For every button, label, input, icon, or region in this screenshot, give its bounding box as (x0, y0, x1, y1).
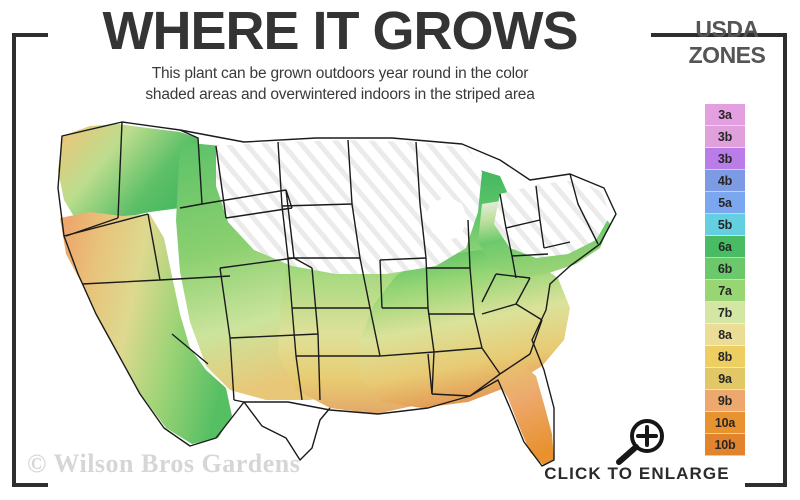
legend-title-line-1: USDA (695, 16, 759, 42)
subtitle-line-1: This plant can be grown outdoors year ro… (151, 65, 529, 82)
legend-swatch-8a-10: 8a (705, 324, 745, 346)
legend-swatch-3b-1: 3b (705, 126, 745, 148)
region-striped-new-england (494, 180, 610, 258)
usa-hardiness-zone-map[interactable] (30, 108, 670, 468)
legend-swatch-10b-15: 10b (705, 434, 745, 456)
watermark: © Wilson Bros Gardens (27, 449, 301, 478)
region-west-coast (60, 212, 232, 444)
frame-border-bottom-right (745, 483, 787, 487)
frame-border-left (12, 33, 16, 487)
frame-border-top-right (651, 33, 787, 37)
frame-border-bottom-left (12, 483, 48, 487)
legend-swatch-3b-2: 3b (705, 148, 745, 170)
legend-swatch-9b-13: 9b (705, 390, 745, 412)
usda-zone-legend[interactable]: 3a 3b 3b 4b 5a 5b 6a 6b 7a 7b 8a 8b 9a 9b 10a 10b (705, 104, 745, 456)
legend-swatch-7b-9: 7b (705, 302, 745, 324)
legend-swatch-9a-12: 9a (705, 368, 745, 390)
legend-title-line-2: ZONES (688, 42, 766, 68)
region-striped-northern-plains (216, 140, 482, 274)
legend-swatch-3a-0: 3a (705, 104, 745, 126)
page-title: WHERE IT GROWS (102, 1, 579, 61)
frame-border-right (783, 33, 787, 487)
magnifier-plus-icon[interactable] (613, 417, 669, 465)
page-subtitle: This plant can be grown outdoors year ro… (40, 63, 640, 105)
legend-swatch-7a-8: 7a (705, 280, 745, 302)
legend-swatch-4b-3: 4b (705, 170, 745, 192)
legend-swatch-10a-14: 10a (705, 412, 745, 434)
frame-border-top-left (12, 33, 48, 37)
legend-swatch-6b-7: 6b (705, 258, 745, 280)
legend-title: USDA ZONES (672, 16, 782, 68)
legend-swatch-6a-6: 6a (705, 236, 745, 258)
click-to-enlarge-label[interactable]: CLICK TO ENLARGE (544, 464, 730, 483)
legend-swatch-5b-5: 5b (705, 214, 745, 236)
map-container[interactable] (30, 108, 670, 468)
legend-swatch-8b-11: 8b (705, 346, 745, 368)
legend-swatch-5a-4: 5a (705, 192, 745, 214)
region-florida (498, 364, 554, 466)
great-lakes-water (426, 196, 468, 242)
map-landmasses (57, 121, 617, 467)
map-outlines (57, 121, 617, 467)
subtitle-line-2: shaded areas and overwintered indoors in… (145, 86, 535, 103)
region-pacific-northwest (58, 124, 202, 226)
